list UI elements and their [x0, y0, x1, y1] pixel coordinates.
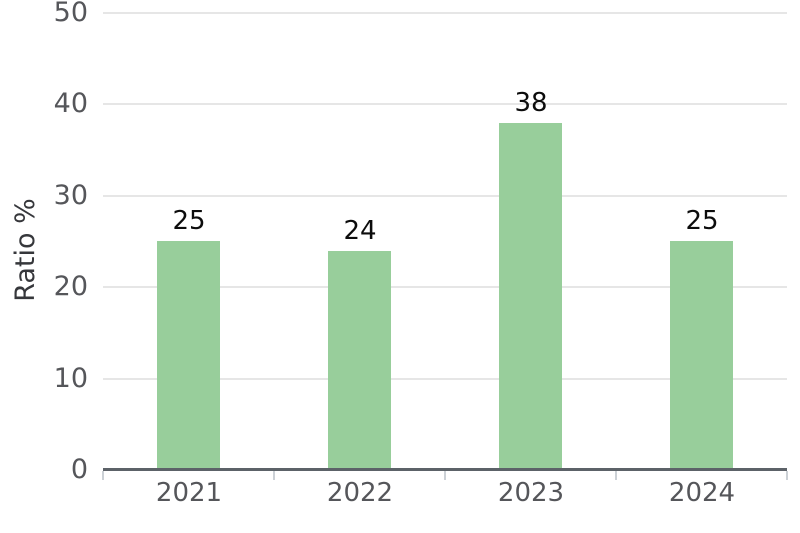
y-tick-label: 0 [70, 454, 88, 485]
x-axis-tick [102, 471, 104, 480]
x-tick-label: 2024 [668, 478, 736, 508]
x-tick-label: 2021 [155, 478, 223, 508]
gridline-20 [103, 286, 787, 289]
bar-2024 [670, 241, 733, 470]
y-tick-label: 40 [53, 88, 88, 120]
x-axis-tick [786, 471, 788, 480]
x-tick-label: 2022 [326, 478, 394, 508]
x-tick-label: 2023 [497, 478, 565, 508]
bar-value-label: 25 [685, 206, 719, 236]
bar-2022 [328, 251, 391, 470]
bar-2023 [499, 123, 562, 470]
x-axis-tick [615, 471, 617, 480]
gridline-40 [103, 103, 787, 106]
x-axis-tick [444, 471, 446, 480]
gridline-50 [103, 12, 787, 14]
gridline-30 [103, 194, 787, 197]
x-axis-line [103, 468, 787, 471]
bar-value-label: 24 [343, 216, 377, 246]
bar-value-label: 38 [514, 88, 548, 118]
bar-2021 [157, 241, 220, 470]
y-tick-label: 50 [53, 0, 88, 28]
gridline-10 [103, 377, 787, 380]
y-tick-label: 10 [53, 362, 88, 394]
bar-value-label: 25 [172, 206, 206, 236]
y-tick-label: 30 [53, 179, 88, 211]
y-tick-label: 20 [53, 271, 88, 303]
x-axis-tick [273, 471, 275, 480]
